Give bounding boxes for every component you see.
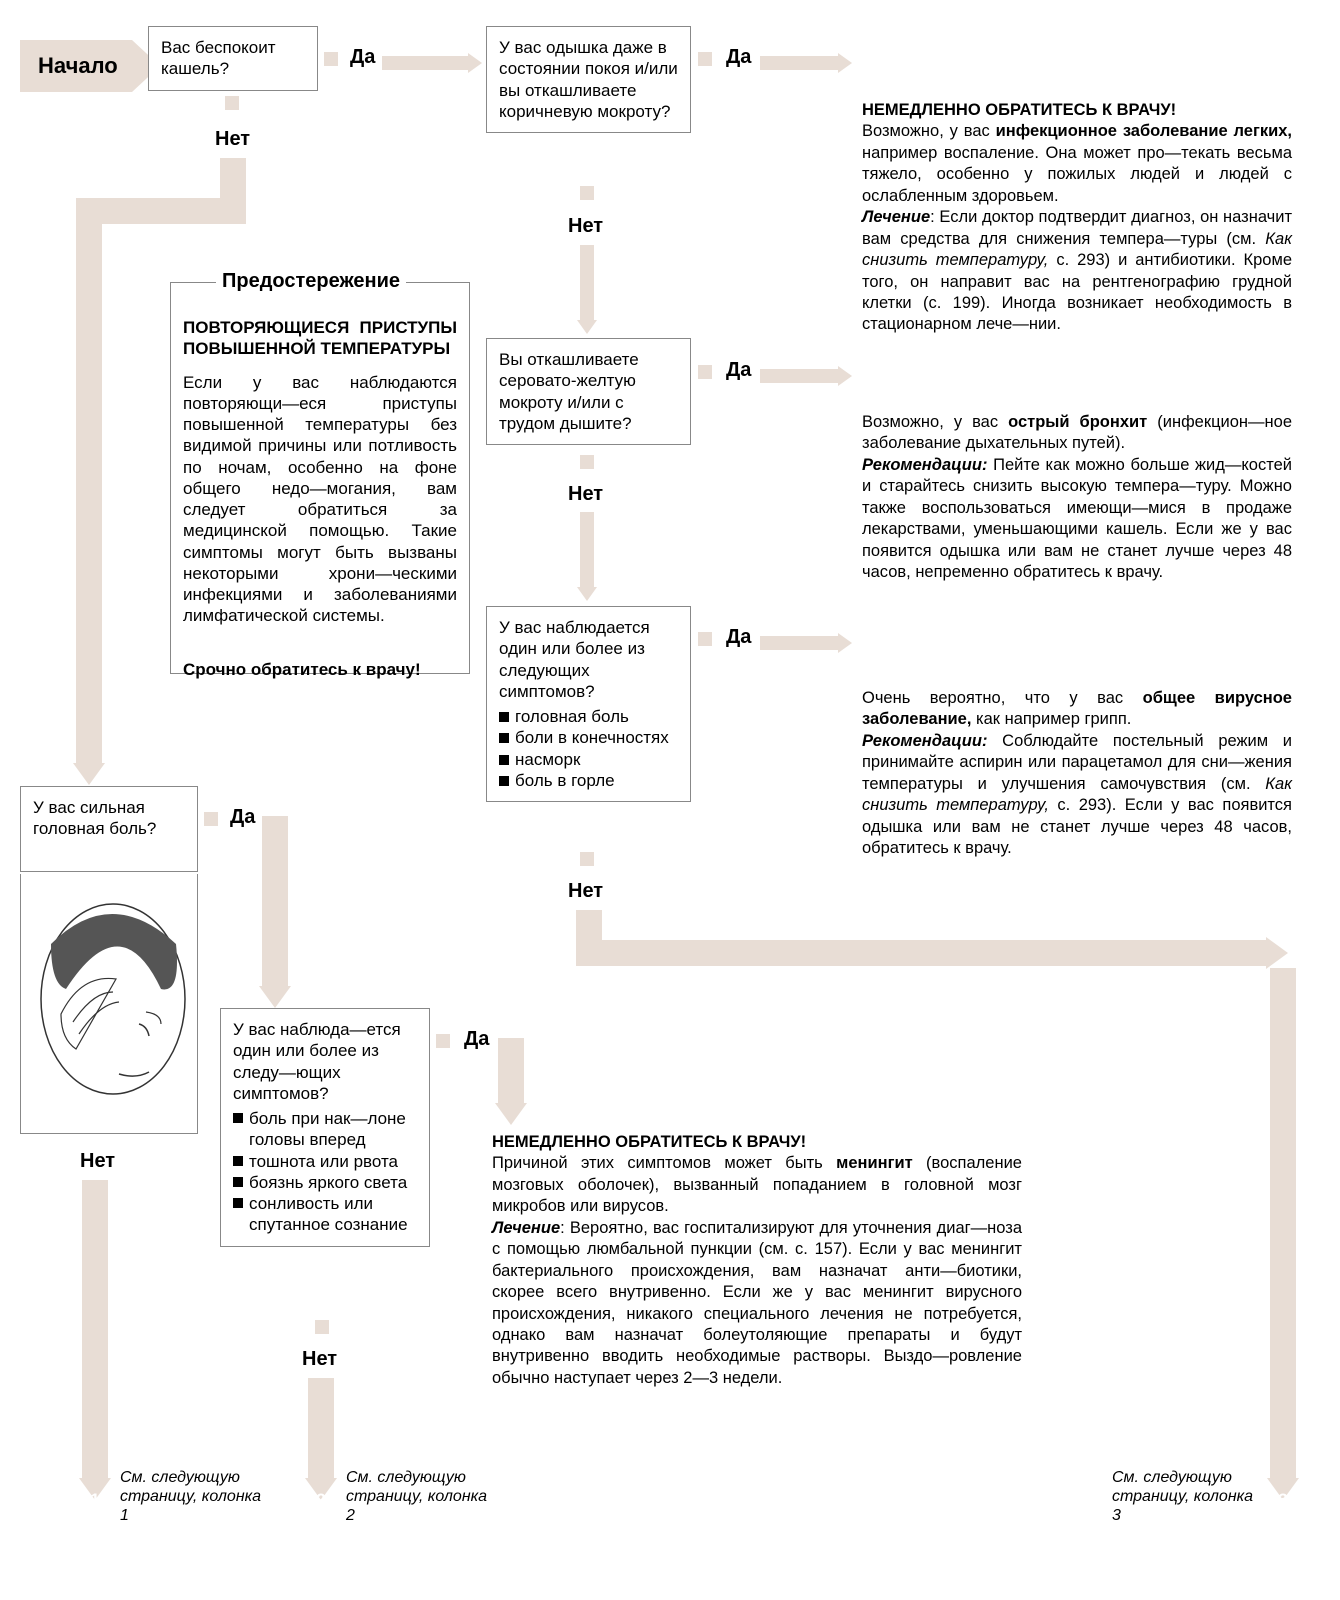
q-symptoms-title: У вас наблюдается один или более из след… [499,617,678,702]
r-lung-urgent: НЕМЕДЛЕННО ОБРАТИТЕСЬ К ВРАЧУ! [862,101,1176,119]
result-meningitis: НЕМЕДЛЕННО ОБРАТИТЕСЬ К ВРАЧУ! Причиной … [492,1132,1022,1389]
col3-num: 3 [1273,1490,1293,1510]
q-dyspnea-text: У вас одышка даже в состоянии покоя и/ил… [499,38,678,121]
q-sputum-text: Вы откашливаете серовато-желтую мокроту … [499,350,639,433]
q-dyspnea: У вас одышка даже в состоянии покоя и/ил… [486,26,691,133]
yes-5: Да [230,806,255,829]
no-5: Нет [80,1150,115,1173]
headache-illustration [20,874,198,1134]
q-meningitis: У вас наблюда—ется один или более из сле… [220,1008,430,1247]
yes-1: Да [350,46,375,69]
yes-2: Да [726,46,751,69]
q-cough-text: Вас беспокоит кашель? [161,38,276,78]
warning-box: ПОВТОРЯЮЩИЕСЯПРИСТУПЫ ПОВЫШЕННОЙ ТЕМПЕРА… [170,282,470,674]
flowchart-canvas: Начало Вас беспокоит кашель? Да Нет У ва… [20,20,1320,1580]
warn-urgent: Срочно обратитесь к врачу! [183,659,457,680]
no-2: Нет [568,215,603,238]
warn-text: Если у вас наблюдаются повторяющи—еся пр… [183,372,457,627]
yes-4: Да [726,626,751,649]
q-sputum: Вы откашливаете серовато-желтую мокроту … [486,338,691,445]
result-viral: Очень вероятно, что у вас общее вирусное… [862,688,1292,860]
no-1: Нет [215,128,250,151]
no-3: Нет [568,483,603,506]
no-4: Нет [568,880,603,903]
col1-num: 1 [85,1490,105,1510]
result-bronchitis: Возможно, у вас острый бронхит (инфекцио… [862,412,1292,584]
col2-note: См. следующую страницу, колонка 2 [346,1468,496,1526]
yes-3: Да [726,359,751,382]
q-headache: У вас сильная головная боль? [20,786,198,872]
q-symptoms: У вас наблюдается один или более из след… [486,606,691,802]
col1-note: См. следующую страницу, колонка 1 [120,1468,270,1526]
col3-note: См. следующую страницу, колонка 3 [1112,1468,1262,1526]
no-6: Нет [302,1348,337,1371]
result-lung: НЕМЕДЛЕННО ОБРАТИТЕСЬ К ВРАЧУ! Возможно,… [862,100,1292,336]
q-meningitis-title: У вас наблюда—ется один или более из сле… [233,1019,417,1104]
start-node: Начало [20,40,160,92]
yes-6: Да [464,1028,489,1051]
warn-title: Предостережение [216,270,406,293]
start-label: Начало [20,40,132,92]
col2-num: 2 [311,1490,331,1510]
r-mening-urgent: НЕМЕДЛЕННО ОБРАТИТЕСЬ К ВРАЧУ! [492,1133,806,1151]
q-headache-text: У вас сильная головная боль? [33,798,156,838]
q-cough: Вас беспокоит кашель? [148,26,318,91]
